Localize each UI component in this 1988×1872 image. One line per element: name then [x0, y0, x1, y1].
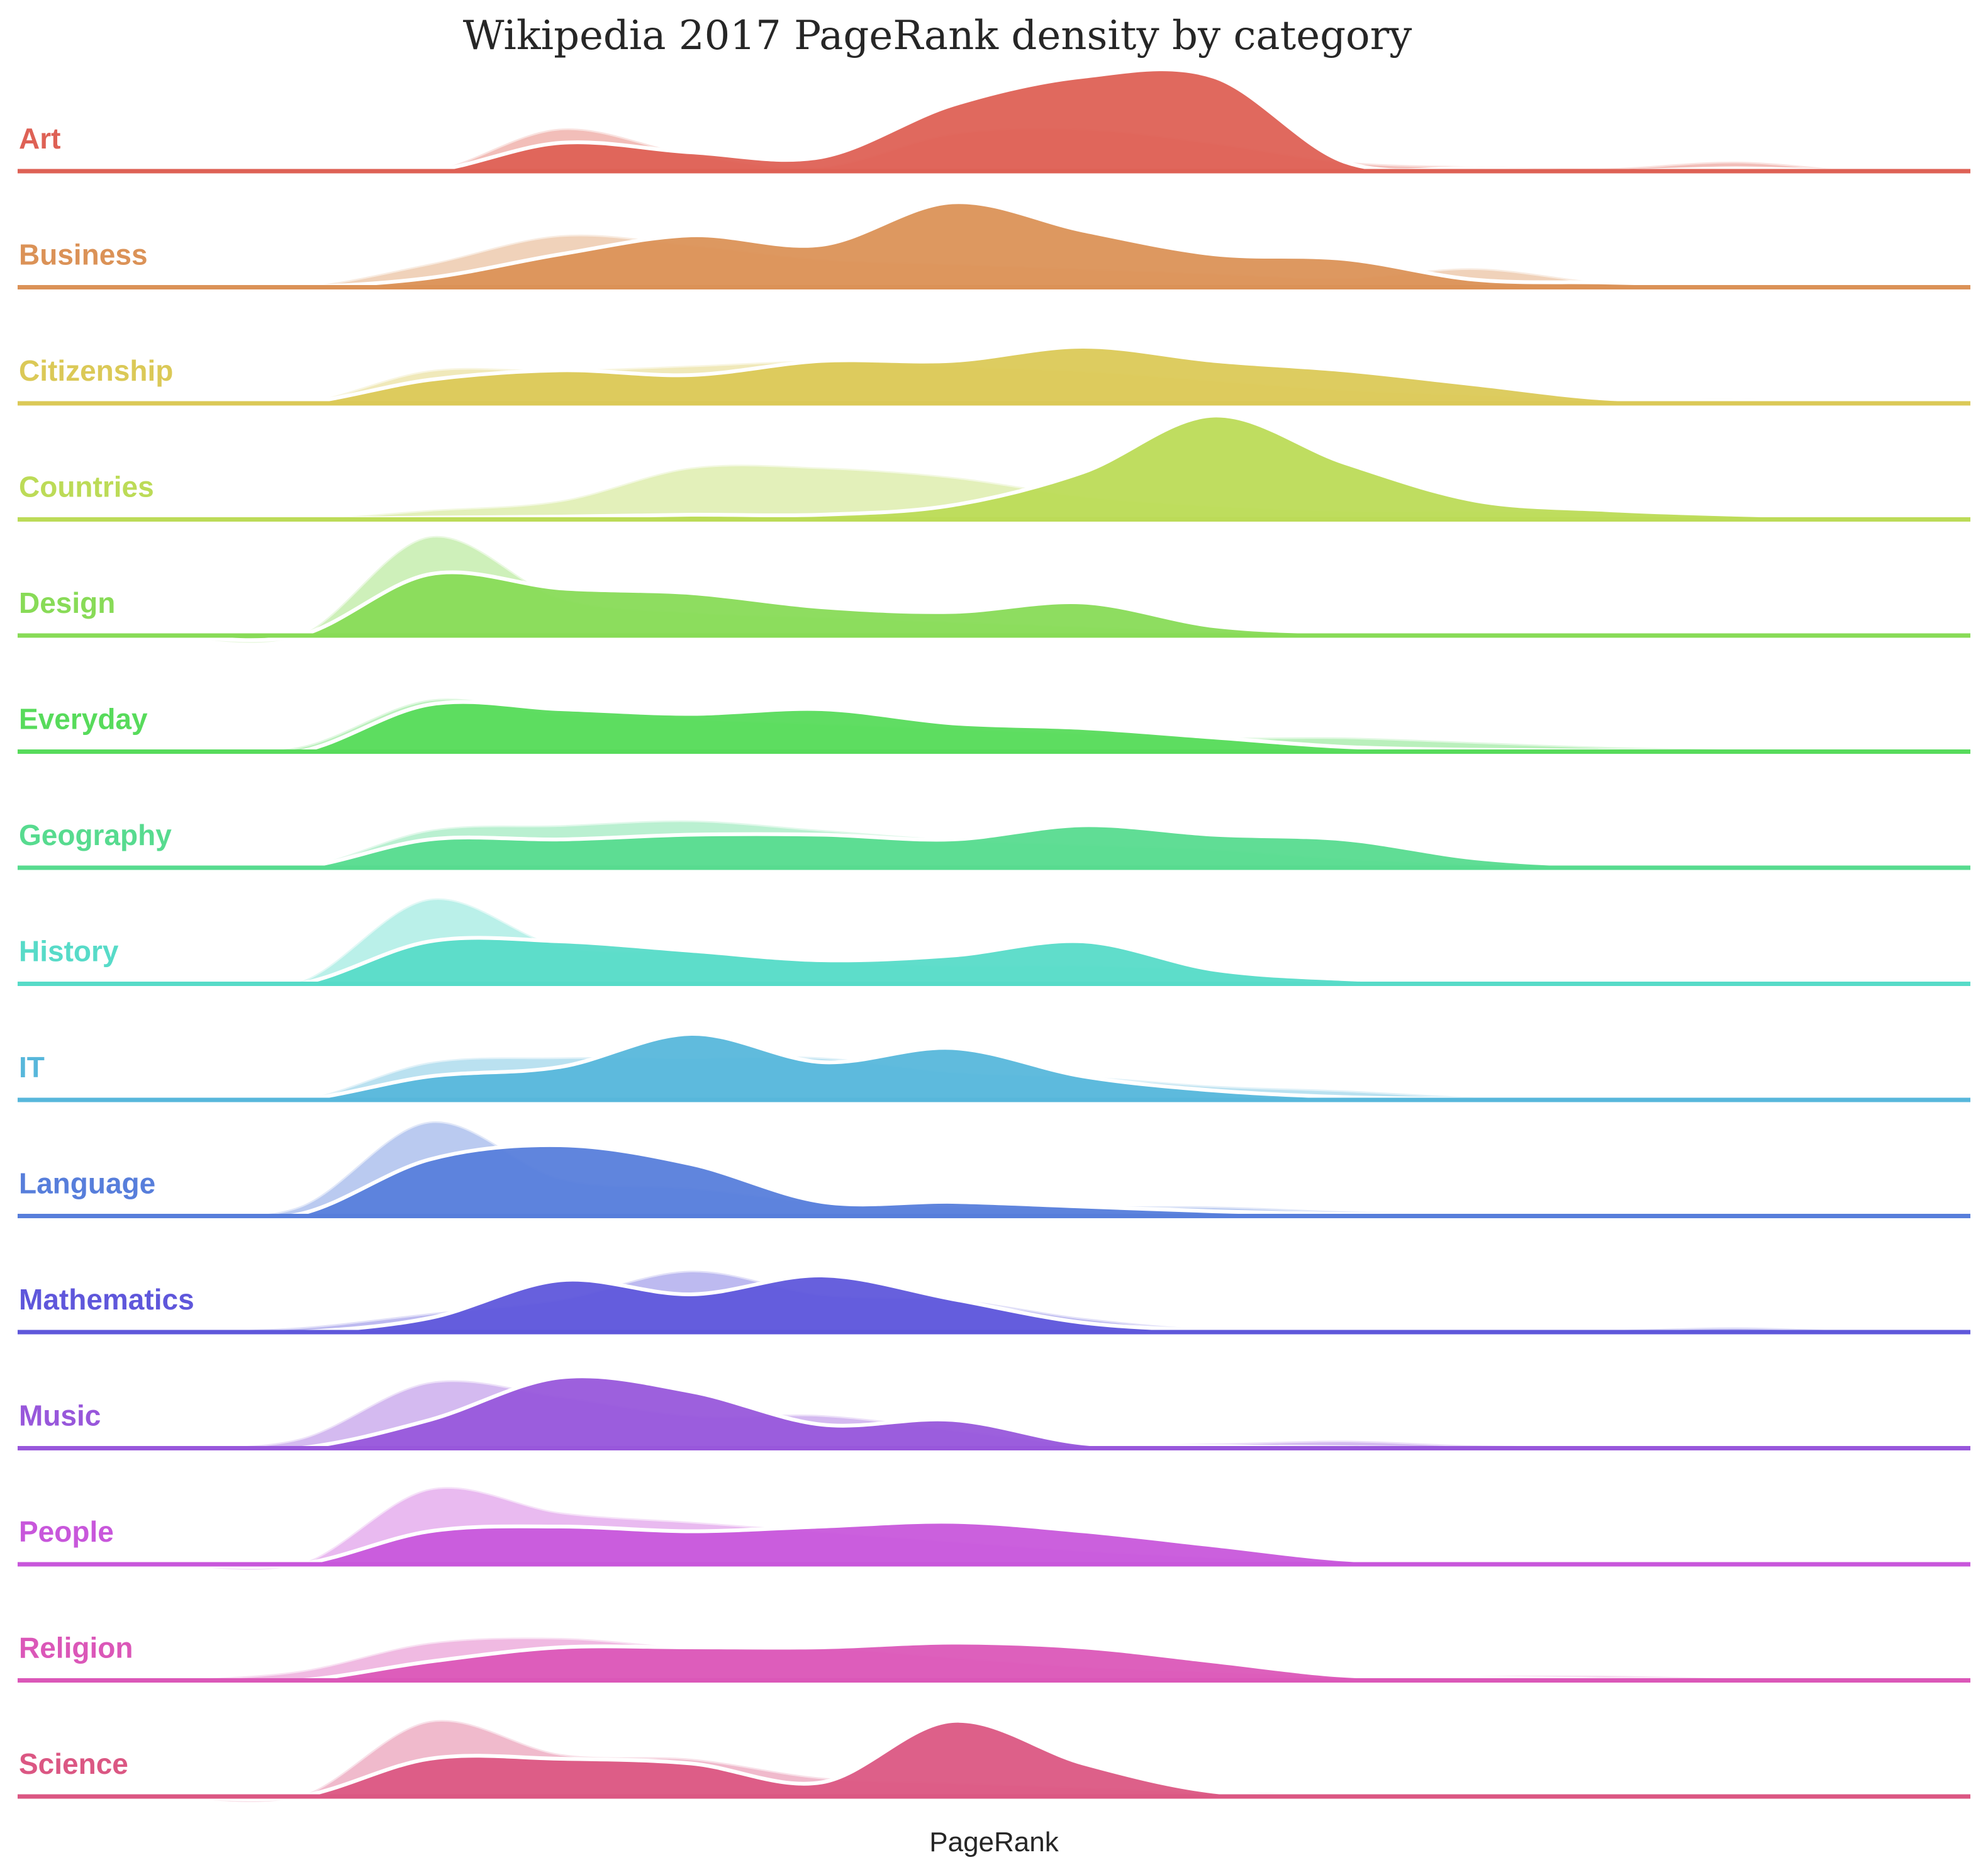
row-label-people: People	[19, 1515, 114, 1548]
row-label-it: IT	[19, 1051, 45, 1084]
row-label-music: Music	[19, 1399, 101, 1432]
ridge-history: History	[18, 897, 1980, 990]
history-dark-density-area	[18, 938, 1979, 987]
row-label-language: Language	[19, 1167, 155, 1200]
citizenship-dark-density-outline	[168, 344, 1980, 407]
ridge-people: People	[18, 1485, 1980, 1572]
ridge-religion: Religion	[18, 1632, 1980, 1684]
ridge-business: Business	[18, 200, 1980, 291]
row-label-art: Art	[19, 122, 60, 155]
design-dark-density-area	[18, 572, 1979, 641]
ridge-it: IT	[18, 1031, 1980, 1104]
countries-dark-density-area	[18, 415, 1979, 520]
it-dark-density-area	[18, 1033, 1979, 1102]
citizenship-dark-density-area	[18, 347, 1979, 405]
ridge-music: Music	[18, 1374, 1980, 1452]
chart-title: Wikipedia 2017 PageRank density by categ…	[463, 13, 1412, 59]
row-label-citizenship: Citizenship	[19, 354, 173, 387]
music-dark-density-area	[18, 1376, 1979, 1450]
row-label-design: Design	[19, 586, 115, 619]
countries-dark-density-outline	[168, 413, 1980, 522]
everyday-dark-density-area	[18, 702, 1979, 756]
language-dark-density-area	[18, 1145, 1979, 1219]
ridges-group: Art Business Citizenship Countries Design Eve…	[18, 67, 1980, 1804]
art-dark-density-area	[18, 69, 1979, 174]
ridge-countries: Countries	[18, 413, 1980, 522]
row-label-geography: Geography	[19, 819, 172, 851]
people-dark-density-area	[18, 1522, 1979, 1567]
ridge-geography: Geography	[18, 819, 1980, 872]
ridge-science: Science	[18, 1718, 1980, 1804]
row-label-business: Business	[19, 238, 148, 271]
row-label-religion: Religion	[19, 1632, 133, 1664]
ridge-mathematics: Mathematics	[18, 1269, 1980, 1335]
row-label-countries: Countries	[19, 471, 154, 503]
row-label-mathematics: Mathematics	[19, 1283, 194, 1316]
ridge-everyday: Everyday	[18, 697, 1980, 758]
ridge-art: Art	[18, 67, 1980, 176]
x-axis-label: PageRank	[929, 1827, 1059, 1858]
business-dark-density-area	[18, 202, 1979, 288]
ridge-language: Language	[18, 1119, 1980, 1221]
row-label-science: Science	[19, 1747, 128, 1780]
mathematics-dark-density-area	[18, 1275, 1979, 1333]
row-label-history: History	[19, 935, 119, 968]
geography-dark-density-area	[18, 825, 1979, 870]
science-dark-density-area	[18, 1720, 1979, 1800]
ridge-design: Design	[18, 534, 1980, 645]
ridge-citizenship: Citizenship	[18, 344, 1980, 408]
row-label-everyday: Everyday	[19, 703, 148, 736]
